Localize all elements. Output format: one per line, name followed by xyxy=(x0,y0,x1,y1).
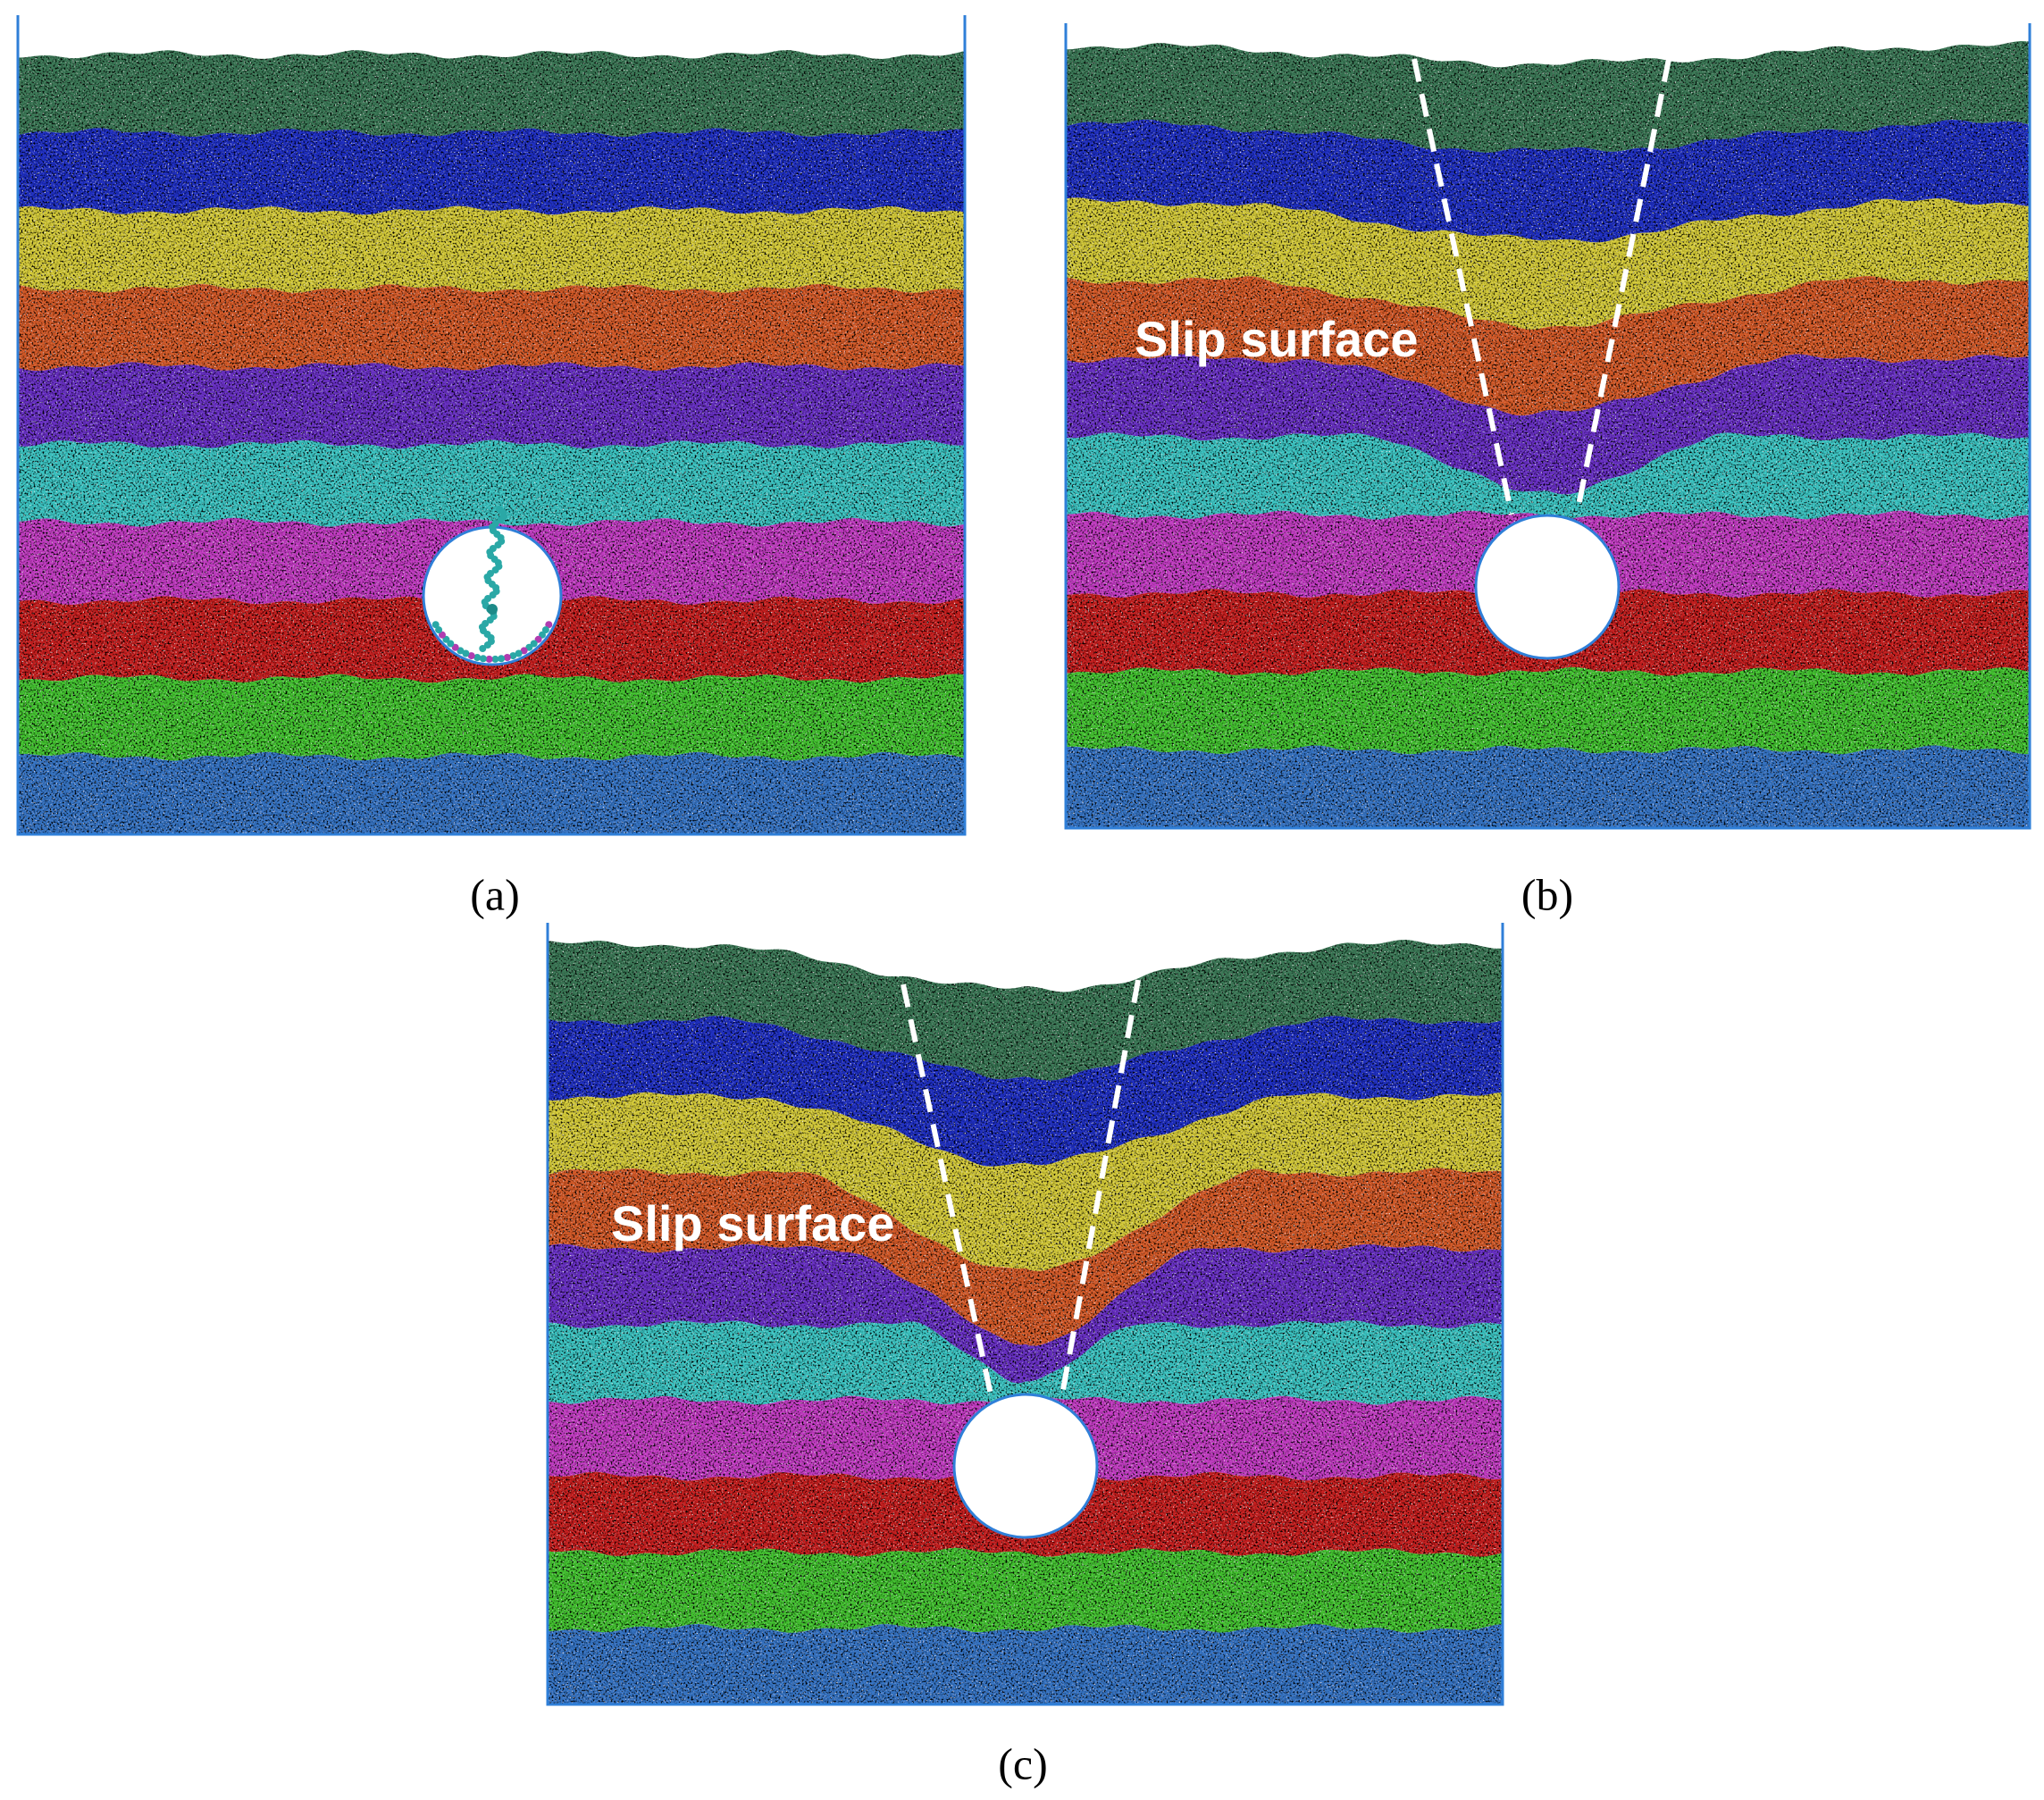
soil-layer xyxy=(1066,745,2030,828)
soil-layer xyxy=(548,1623,1503,1704)
panel xyxy=(16,15,967,836)
soil-layer xyxy=(1066,432,2030,520)
particle xyxy=(545,621,553,629)
particle xyxy=(462,649,470,657)
tunnel xyxy=(1474,514,1621,660)
soil-layer xyxy=(18,440,965,527)
particle xyxy=(451,643,459,651)
soil-layers xyxy=(1066,41,2030,828)
particle xyxy=(486,616,494,624)
particle xyxy=(479,645,487,652)
annotation: Slip surface xyxy=(611,1195,894,1252)
soil-layer xyxy=(18,362,965,449)
particle xyxy=(509,652,517,660)
soil-layer xyxy=(548,1168,1503,1346)
panel-label: (a) xyxy=(470,869,520,919)
slip-line xyxy=(1412,58,1514,515)
soil-layer xyxy=(548,1547,1503,1633)
overlays: Slip surface Slip surface xyxy=(611,58,1671,1395)
soil-layer xyxy=(18,751,965,834)
slip-line xyxy=(1574,58,1671,515)
soil-layer xyxy=(548,1016,1503,1167)
particle xyxy=(494,541,502,548)
particle xyxy=(457,647,465,655)
particle xyxy=(485,655,493,663)
container-wall xyxy=(16,15,967,836)
particle xyxy=(489,591,497,599)
soil-layers xyxy=(18,50,965,834)
container-wall xyxy=(546,923,1504,1706)
particle xyxy=(487,604,498,615)
particle xyxy=(541,626,549,634)
particle xyxy=(497,516,505,523)
particle xyxy=(520,647,528,655)
soil-layer xyxy=(18,674,965,761)
panel xyxy=(546,923,1504,1706)
particle xyxy=(473,654,482,661)
particle xyxy=(467,652,475,660)
particle xyxy=(530,640,538,648)
falling-particles xyxy=(431,506,553,663)
soil-layer xyxy=(18,205,965,293)
soil-layer xyxy=(1066,276,2030,416)
particle xyxy=(483,641,491,649)
particle xyxy=(491,655,499,663)
panel-label: (c) xyxy=(998,1738,1048,1788)
particle xyxy=(439,631,446,639)
panels xyxy=(16,15,2031,1706)
soil-layer xyxy=(18,128,965,215)
particle xyxy=(435,626,443,634)
soil-layer xyxy=(548,1243,1503,1384)
panel-label: (b) xyxy=(1521,869,1573,919)
soil-layer xyxy=(548,940,1503,1081)
particle xyxy=(515,649,523,657)
tunnel xyxy=(952,1393,1099,1539)
soil-layer xyxy=(1066,666,2030,755)
soil-layer xyxy=(548,1320,1503,1405)
particle xyxy=(479,655,487,663)
soil-layer xyxy=(1066,197,2030,330)
particle xyxy=(498,655,506,663)
particle xyxy=(525,643,533,651)
soil-layer xyxy=(1066,119,2030,243)
annotation: Slip surface xyxy=(1135,311,1418,367)
particle xyxy=(431,621,440,629)
soil-layer xyxy=(18,283,965,372)
container-wall xyxy=(1064,23,2031,830)
soil-layer xyxy=(18,50,965,138)
particle xyxy=(491,566,499,573)
soil-layers xyxy=(548,940,1503,1704)
panel xyxy=(1064,23,2031,830)
soil-layer xyxy=(548,1092,1503,1271)
soil-layer xyxy=(1066,354,2030,495)
soil-layer xyxy=(1066,41,2030,153)
particle xyxy=(503,654,511,661)
